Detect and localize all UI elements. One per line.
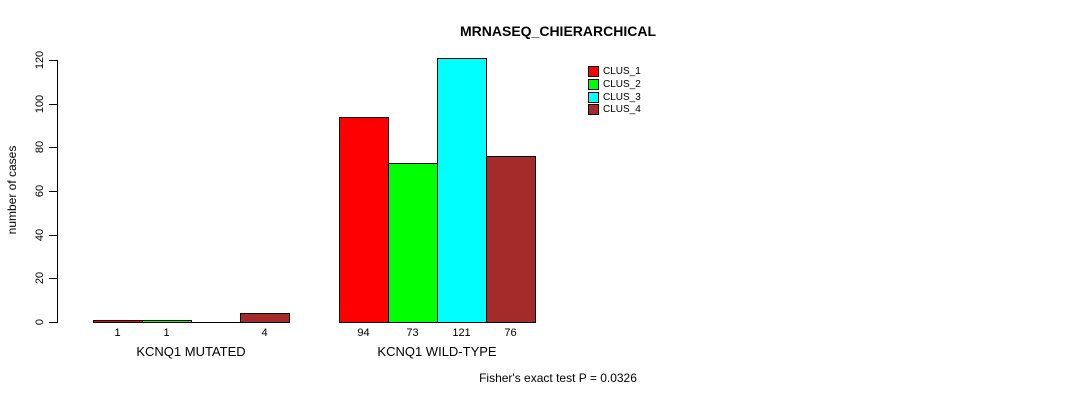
legend-item: CLUS_1 [588, 66, 641, 77]
y-tick [49, 234, 57, 236]
legend-label: CLUS_2 [603, 78, 641, 90]
chart-title: MRNASEQ_CHIERARCHICAL [459, 23, 657, 39]
y-tick [49, 278, 57, 280]
legend-label: CLUS_1 [603, 66, 641, 77]
bar-clus_3 [437, 57, 487, 323]
bar-clus_4 [240, 313, 290, 323]
annotation-text: Fisher's exact test P = 0.0326 [479, 371, 637, 385]
y-tick [49, 60, 57, 61]
y-tick-label: 40 [34, 228, 46, 241]
y-tick [49, 322, 57, 323]
y-tick-label: 60 [34, 184, 46, 198]
legend-label: CLUS_3 [603, 91, 641, 103]
legend-item: CLUS_2 [588, 78, 641, 90]
y-tick [49, 147, 57, 149]
legend-swatch-clus_3 [588, 91, 599, 103]
bar-clus_4 [486, 156, 536, 323]
y-tick [49, 191, 57, 192]
bar-value-label: 1 [163, 327, 170, 339]
bar-value-label: 73 [406, 327, 419, 339]
bar-value-label: 1 [114, 327, 121, 339]
legend-item: CLUS_4 [588, 104, 641, 116]
group-label: KCNQ1 MUTATED [136, 344, 246, 359]
y-tick-label: 0 [34, 318, 46, 326]
bar-clus_1 [339, 116, 389, 323]
y-tick-label: 100 [34, 94, 46, 113]
bar-clus_2 [388, 162, 438, 323]
y-axis-line [57, 60, 58, 323]
legend-label: CLUS_4 [603, 104, 641, 116]
y-tick-label: 20 [34, 272, 46, 285]
bar-clus_2 [142, 319, 192, 323]
bar-value-label: 94 [357, 327, 370, 339]
legend-swatch-clus_4 [588, 104, 599, 116]
bar-value-label: 76 [504, 327, 517, 339]
y-tick-label: 80 [34, 141, 46, 154]
y-tick [49, 103, 57, 105]
y-tick-label: 120 [34, 50, 46, 70]
legend-swatch-clus_2 [588, 78, 599, 90]
legend-swatch-clus_1 [588, 66, 599, 77]
bar-clus_1 [93, 319, 143, 323]
group-label: KCNQ1 WILD-TYPE [377, 344, 497, 359]
legend-item: CLUS_3 [588, 91, 641, 103]
bar-value-label: 121 [452, 327, 471, 339]
bar-value-label: 4 [261, 327, 268, 339]
y-axis-label: number of cases [5, 145, 19, 235]
